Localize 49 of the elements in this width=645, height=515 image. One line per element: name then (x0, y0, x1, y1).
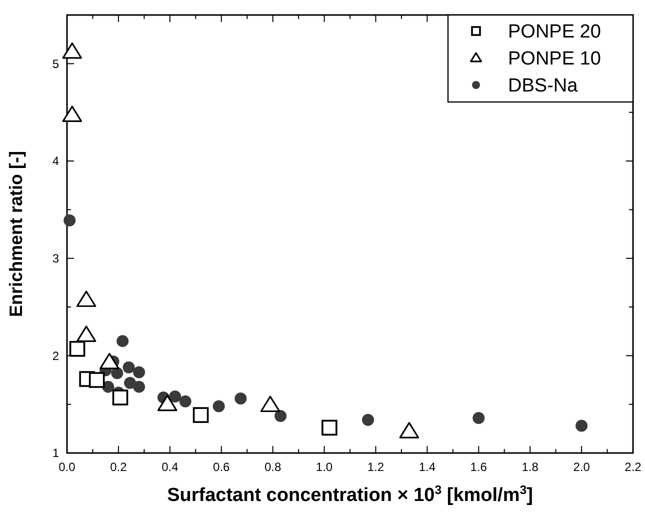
x-tick-label: 1.4 (418, 460, 436, 474)
x-axis-title: Surfactant concentration × 10$^{3}$ [kmol/m$^{3}$] (167, 483, 533, 506)
x-tick-label: 0.2 (110, 460, 128, 474)
x-tick-label: 2.2 (624, 460, 642, 474)
x-tick-label: 0.6 (213, 460, 230, 474)
x-tick-label: 1.6 (470, 460, 488, 474)
x-tick-label: 1.8 (522, 460, 539, 474)
x-tick-label: 2.0 (573, 460, 590, 474)
point (62, 106, 82, 122)
x-tick-label: 0.0 (58, 460, 76, 474)
point (234, 392, 247, 404)
y-tick-label: 2 (52, 348, 60, 363)
x-tick-label: 0.4 (162, 460, 179, 474)
x-tick-label: 0.8 (264, 460, 282, 474)
point (76, 326, 96, 342)
point (64, 214, 76, 226)
x-tick-label: 1.2 (367, 460, 384, 474)
point (133, 366, 146, 378)
y-tick-label: 1 (52, 446, 60, 460)
y-tick-label: 3 (52, 252, 60, 266)
point (100, 352, 120, 370)
point (179, 395, 192, 408)
point (576, 420, 588, 432)
point (88, 372, 105, 388)
point (212, 400, 225, 412)
y-axis-title: Enrichment ratio [-] (6, 150, 26, 318)
legend-label: PONPE 20 (508, 22, 601, 43)
point (62, 42, 82, 59)
point (111, 367, 124, 380)
point (112, 390, 128, 406)
point (192, 407, 209, 423)
y-tick-label: 4 (52, 154, 60, 168)
point (122, 361, 135, 374)
x-tick-label: 1.0 (316, 460, 333, 474)
point (133, 380, 146, 393)
y-tick-label: 5 (52, 56, 60, 71)
point (76, 290, 96, 307)
point (116, 335, 129, 348)
point (157, 394, 178, 412)
point (362, 414, 374, 426)
legend-label: DBS-Na (508, 76, 578, 97)
point (274, 410, 287, 422)
point (169, 390, 182, 403)
legend-label: PONPE 10 (508, 48, 601, 70)
point (322, 420, 338, 436)
point (472, 412, 485, 424)
point (69, 340, 86, 357)
point (124, 376, 136, 389)
point (399, 422, 420, 438)
